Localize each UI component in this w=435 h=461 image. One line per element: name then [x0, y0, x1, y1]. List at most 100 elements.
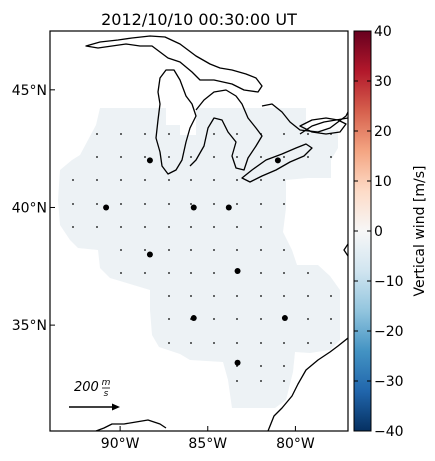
colorbar-tick-label: 20	[374, 124, 392, 140]
grid-dot	[283, 203, 285, 205]
grid-dot	[283, 133, 285, 135]
grid-dot	[213, 156, 215, 158]
grid-dot	[96, 226, 98, 228]
grid-dot	[236, 295, 238, 297]
grid-dot	[260, 156, 262, 158]
scale-arrow-group: 200 m s	[69, 378, 120, 411]
grid-dot	[330, 295, 332, 297]
scale-arrow-value: 200	[74, 380, 99, 395]
grid-dot	[330, 318, 332, 320]
grid-dot	[236, 318, 238, 320]
grid-dot	[283, 295, 285, 297]
scale-arrow-unit-num: m	[102, 378, 111, 388]
grid-dot	[213, 318, 215, 320]
measurement-point	[234, 268, 241, 274]
grid-dot	[168, 318, 170, 320]
gulf-coast	[95, 419, 167, 431]
colorbar: 40 30 20 10 0 −10 −20 −30 −40 Vertical wind [m/s…	[353, 24, 428, 440]
grid-dot	[307, 295, 309, 297]
coverage-region	[58, 108, 340, 408]
map-frame	[49, 30, 349, 432]
grid-dot	[236, 179, 238, 181]
grid-dot	[213, 133, 215, 135]
grid-dot	[120, 156, 122, 158]
grid-dot	[236, 249, 238, 251]
grid-dot	[190, 203, 192, 205]
grid-dot	[260, 380, 262, 382]
grid-dot	[330, 342, 332, 344]
grid-dot	[236, 342, 238, 344]
grid-dot	[307, 272, 309, 274]
grid-dot	[283, 156, 285, 158]
grid-dot	[120, 179, 122, 181]
measurement-point	[225, 204, 232, 211]
colorbar-tick-label: 40	[374, 24, 392, 40]
grid-dot	[213, 295, 215, 297]
lat-label: 35°N	[12, 318, 47, 334]
grid-dot	[120, 226, 122, 228]
lake-superior-shore	[85, 35, 263, 93]
grid-dot	[283, 272, 285, 274]
measurement-point	[190, 315, 197, 322]
colorbar-label: Vertical wind [m/s]	[412, 166, 428, 297]
map-area: 200 m s	[50, 31, 348, 431]
grid-dot	[190, 272, 192, 274]
grid-dot	[213, 342, 215, 344]
grid-dot	[213, 272, 215, 274]
grid-dot	[168, 249, 170, 251]
colorbar-tick-label: −40	[374, 424, 404, 440]
grid-dot	[236, 226, 238, 228]
grid-dot	[144, 272, 146, 274]
map-title: 2012/10/10 00:30:00 UT	[101, 10, 297, 29]
measurement-point	[103, 204, 110, 211]
lon-label: 80°W	[276, 436, 315, 452]
grid-dot	[120, 203, 122, 205]
atlantic-coast-north	[299, 117, 348, 135]
grid-dot	[96, 179, 98, 181]
grid-dot	[72, 226, 74, 228]
colorbar-tick-label: 0	[374, 224, 383, 240]
grid-dot	[283, 342, 285, 344]
grid-dot	[190, 342, 192, 344]
atlantic-coast-mid	[343, 243, 348, 257]
grid-dot	[260, 179, 262, 181]
grid-dot	[168, 156, 170, 158]
grid-dot	[144, 203, 146, 205]
grid-dot	[96, 133, 98, 135]
grid-dot	[260, 249, 262, 251]
grid-dot	[144, 226, 146, 228]
grid-dot	[168, 133, 170, 135]
colorbar-tick-label: 30	[374, 74, 392, 90]
longitude-axis: 90°W 85°W 80°W	[101, 426, 315, 452]
grid-dot	[168, 179, 170, 181]
grid-dot	[144, 133, 146, 135]
grid-dot	[190, 295, 192, 297]
grid-dot	[120, 133, 122, 135]
grid-dot	[260, 318, 262, 320]
grid-dot	[96, 156, 98, 158]
measurement-point	[274, 157, 281, 164]
measurement-points	[103, 157, 288, 366]
grid-dot	[307, 342, 309, 344]
grid-dot	[72, 203, 74, 205]
grid-dot	[260, 342, 262, 344]
grid-dot	[236, 203, 238, 205]
grid-dot	[260, 272, 262, 274]
grid-dot	[260, 226, 262, 228]
lon-label: 90°W	[101, 436, 140, 452]
grid-dot	[213, 179, 215, 181]
grid-dot	[144, 249, 146, 251]
grid-dot	[72, 179, 74, 181]
grid-dot	[190, 179, 192, 181]
grid-dot	[213, 203, 215, 205]
grid-dot	[144, 179, 146, 181]
grid-dot	[190, 156, 192, 158]
colorbar-tick-label: −30	[374, 374, 404, 390]
scale-arrow-head	[112, 403, 120, 411]
grid-dot	[168, 272, 170, 274]
grid-dot	[307, 133, 309, 135]
grid-dot	[260, 295, 262, 297]
grid-dot	[120, 249, 122, 251]
grid-dot	[168, 203, 170, 205]
